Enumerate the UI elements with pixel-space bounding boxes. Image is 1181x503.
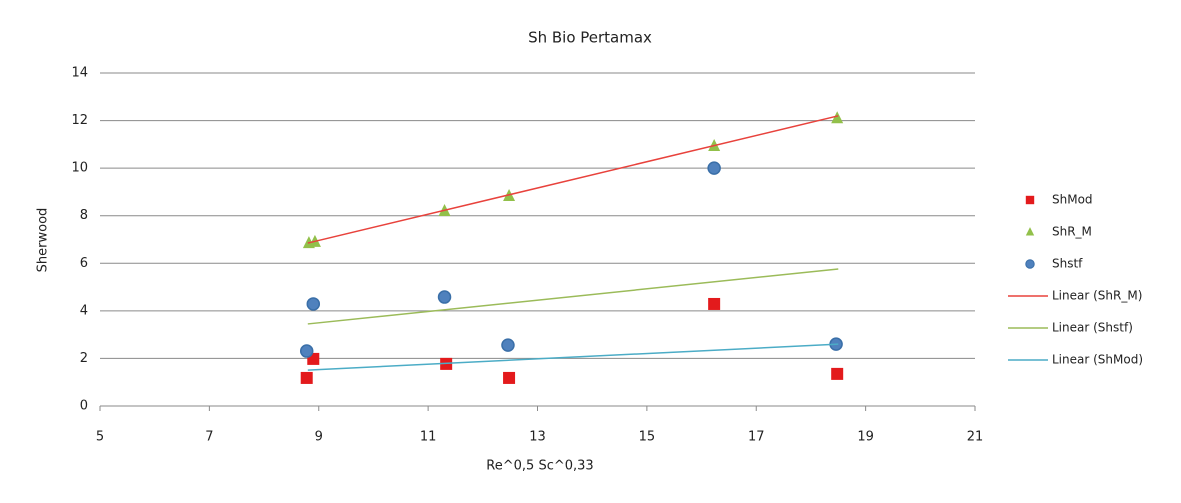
y-tick-label: 4: [80, 303, 88, 318]
legend-label: Linear (ShR_M): [1052, 289, 1142, 303]
chart-background: [0, 0, 1181, 499]
marker-circle: [307, 298, 319, 310]
x-tick-label: 5: [96, 430, 104, 445]
x-axis-label: Re^0,5 Sc^0,33: [486, 459, 593, 474]
chart: Sh Bio Pertamax Re^0,5 Sc^0,33 Sherwood …: [0, 0, 1181, 499]
y-tick-label: 0: [80, 399, 88, 414]
legend-label: Linear (Shstf): [1052, 321, 1133, 335]
legend-label: Linear (ShMod): [1052, 353, 1143, 367]
y-tick-label: 14: [71, 66, 88, 81]
legend-label: ShMod: [1052, 193, 1093, 207]
marker-circle: [708, 162, 720, 174]
y-axis-label: Sherwood: [36, 208, 51, 273]
x-tick-label: 19: [857, 430, 874, 445]
marker-square: [831, 368, 843, 380]
y-tick-label: 10: [71, 161, 88, 176]
x-tick-label: 21: [967, 430, 984, 445]
y-tick-label: 8: [80, 208, 88, 223]
y-tick-label: 6: [80, 256, 88, 271]
x-tick-label: 13: [529, 430, 546, 445]
chart-title: Sh Bio Pertamax: [528, 29, 652, 47]
legend-swatch: [1026, 196, 1034, 204]
marker-circle: [502, 339, 514, 351]
y-tick-label: 2: [80, 351, 88, 366]
marker-square: [301, 372, 313, 384]
marker-circle: [301, 345, 313, 357]
legend-label: ShR_M: [1052, 225, 1092, 239]
x-tick-label: 17: [748, 430, 765, 445]
x-tick-label: 15: [639, 430, 656, 445]
y-tick-label: 12: [71, 113, 88, 128]
legend-label: Shstf: [1052, 257, 1083, 271]
x-tick-label: 7: [205, 430, 213, 445]
marker-square: [708, 298, 720, 310]
marker-circle: [439, 291, 451, 303]
x-tick-label: 9: [315, 430, 323, 445]
x-tick-label: 11: [420, 430, 437, 445]
legend-swatch: [1026, 260, 1034, 268]
marker-square: [503, 372, 515, 384]
